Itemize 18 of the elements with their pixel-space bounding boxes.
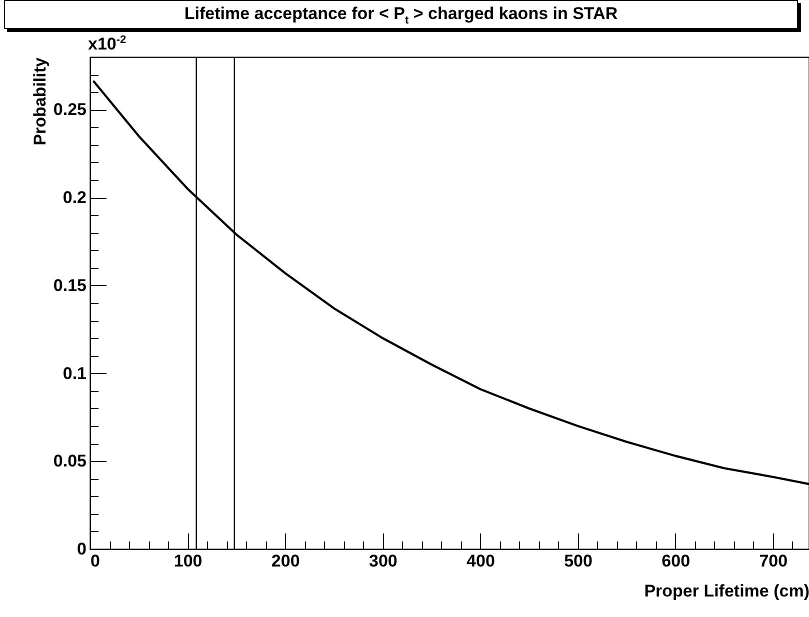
y-tick-label: 0.1 <box>62 364 86 383</box>
x-tick-label: 700 <box>759 552 788 570</box>
y-tick-label: 0.15 <box>53 276 86 295</box>
text: x10$^{-2}$ <box>88 34 126 55</box>
x-tick-label: 400 <box>466 552 495 570</box>
x-tick-label: 500 <box>564 552 592 570</box>
chart-title: Lifetime acceptance for < P$_{t}$ > charged kaons in STAR <box>4 0 798 29</box>
y-tick-label: 0.25 <box>53 100 86 120</box>
y-axis-title: Probability <box>30 56 50 146</box>
x-tick-label: 100 <box>174 552 202 570</box>
y-tick-label: 0 <box>77 540 86 558</box>
x-tick-label: 0 <box>90 552 100 570</box>
x-tick-label: 300 <box>368 552 398 570</box>
y-tick-label: 0.05 <box>53 452 86 471</box>
x-tick-label: 600 <box>662 552 690 570</box>
x-axis-title: Proper Lifetime (cm) <box>644 582 809 600</box>
y-tick-label: 0.2 <box>62 188 86 208</box>
x-tick-label: 200 <box>271 552 300 570</box>
